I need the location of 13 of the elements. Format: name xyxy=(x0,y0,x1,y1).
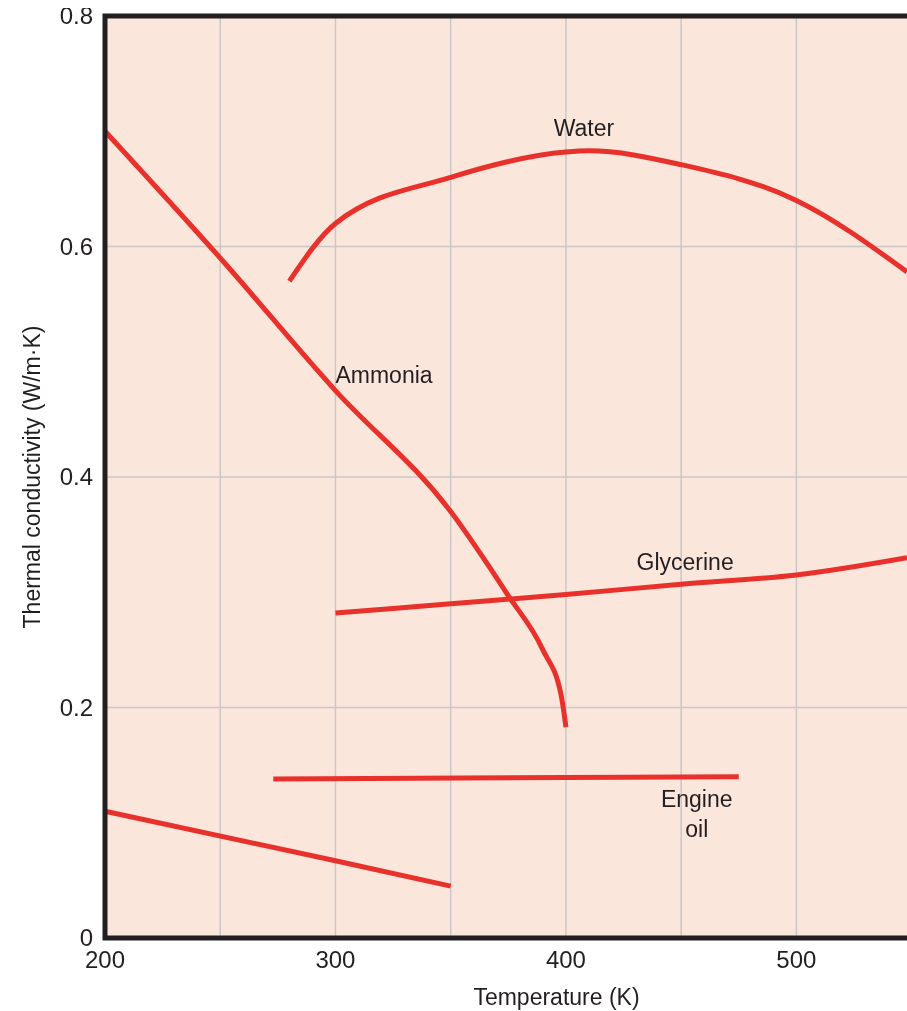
x-tick-label: 500 xyxy=(776,946,817,973)
y-tick-label: 0.4 xyxy=(59,463,93,490)
series-label: Engine oil xyxy=(660,785,733,842)
series-label: Glycerine xyxy=(636,549,734,576)
series-label: Ammonia xyxy=(335,361,433,388)
series-label: Water xyxy=(553,115,615,141)
y-tick-label: 0.8 xyxy=(59,2,93,29)
x-tick-label: 400 xyxy=(545,946,586,973)
y-axis-title: Thermal conductivity (W/m·K) xyxy=(19,325,45,629)
x-tick-label: 300 xyxy=(315,946,356,973)
y-tick-label: 0.2 xyxy=(59,693,93,721)
x-axis-title: Temperature (K) xyxy=(473,984,640,1010)
y-tick-label: 0.6 xyxy=(59,232,93,260)
